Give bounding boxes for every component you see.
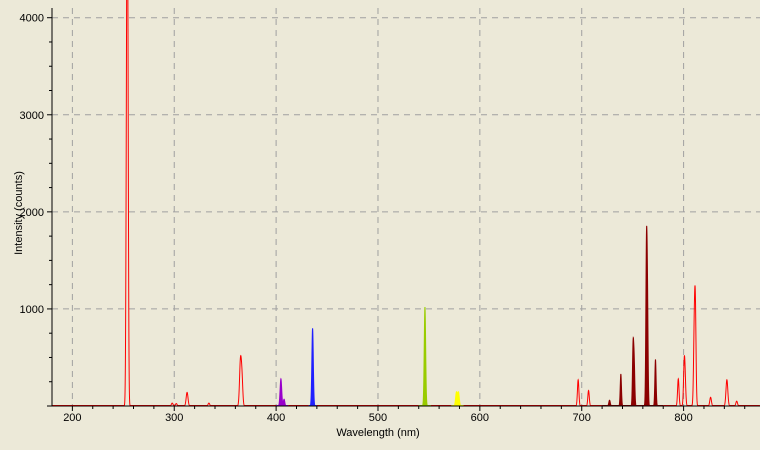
y-tick-label: 4000 xyxy=(20,13,44,25)
y-axis-title: Intensity (counts) xyxy=(13,171,25,255)
x-tick-label: 300 xyxy=(165,412,183,424)
x-tick-label: 800 xyxy=(674,412,692,424)
x-tick-label: 400 xyxy=(267,412,285,424)
plot-area xyxy=(52,8,760,407)
y-tick-label: 2000 xyxy=(20,207,44,219)
x-axis-title: Wavelength (nm) xyxy=(336,427,419,439)
x-tick-label: 200 xyxy=(63,412,81,424)
x-tick-label: 500 xyxy=(369,412,387,424)
x-tick-label: 600 xyxy=(471,412,489,424)
band-fill-blue xyxy=(308,328,317,406)
band-fill-green xyxy=(418,306,431,406)
y-tick-label: 1000 xyxy=(20,304,44,316)
band-fill-yellow xyxy=(451,391,464,406)
tick-labels: 1000 2000 3000 4000 200 300 400 500 600 700 800 xyxy=(20,13,693,424)
x-tick-label: 700 xyxy=(573,412,591,424)
grid-lines xyxy=(52,8,760,406)
y-tick-label: 3000 xyxy=(20,110,44,122)
axes xyxy=(47,8,760,411)
